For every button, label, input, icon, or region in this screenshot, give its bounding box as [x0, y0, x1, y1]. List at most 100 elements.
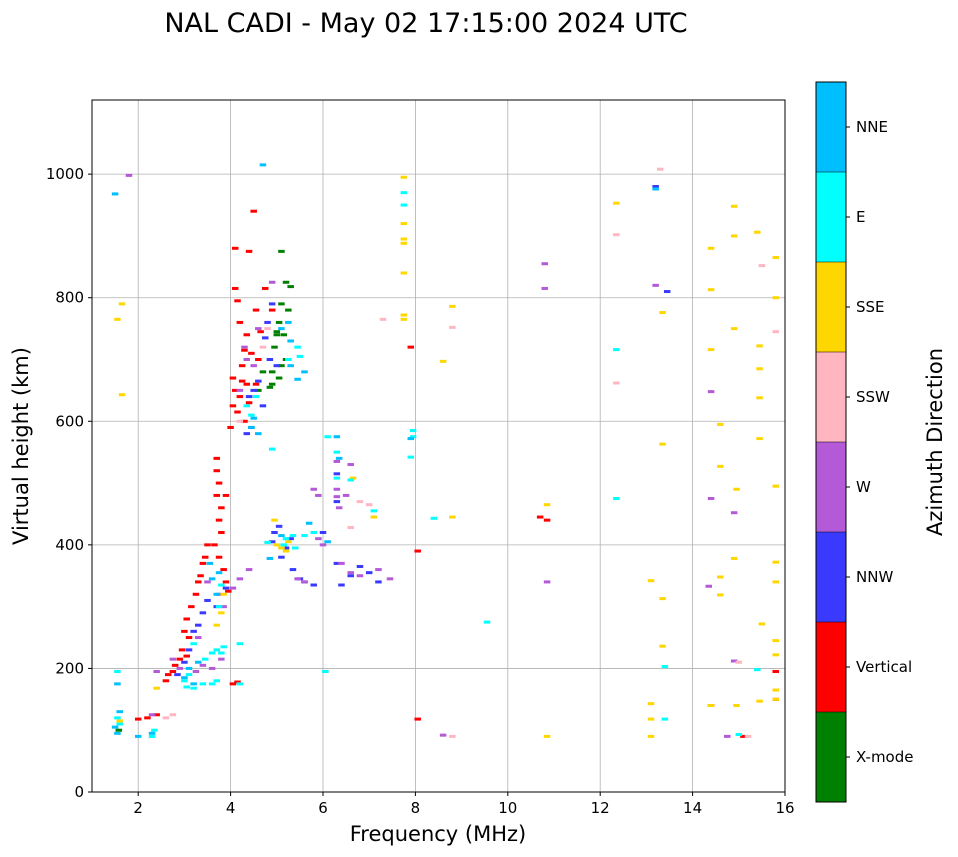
data-point: [259, 370, 267, 374]
data-point: [541, 286, 549, 290]
x-tick-label: 10: [498, 799, 517, 817]
data-point: [213, 679, 220, 683]
data-point: [705, 584, 713, 588]
data-point: [259, 345, 267, 349]
data-point: [772, 697, 780, 701]
data-point: [164, 673, 172, 677]
y-axis-label: Virtual height (km): [9, 347, 33, 545]
data-point: [338, 583, 345, 587]
data-point: [301, 580, 308, 584]
data-point: [215, 481, 223, 485]
data-point: [613, 233, 620, 237]
data-point: [273, 330, 281, 334]
data-point: [740, 734, 747, 738]
data-point: [347, 571, 354, 575]
data-point: [333, 459, 341, 463]
colorbar-segment: [816, 262, 846, 352]
series-nne: [111, 163, 659, 738]
data-point: [231, 286, 239, 290]
data-point: [243, 333, 251, 337]
data-point: [148, 731, 156, 735]
data-point: [195, 623, 202, 627]
data-point: [730, 234, 738, 238]
data-point: [220, 568, 227, 572]
data-point: [162, 679, 170, 683]
colorbar-segment: [816, 82, 846, 172]
data-point: [204, 543, 211, 547]
data-point: [730, 659, 738, 663]
data-point: [134, 717, 142, 721]
y-tick-label: 0: [74, 783, 84, 801]
data-point: [252, 382, 260, 386]
data-point: [250, 209, 257, 213]
data-point: [744, 734, 752, 738]
data-point: [287, 537, 294, 541]
x-tick-label: 12: [591, 799, 610, 817]
data-point: [754, 668, 761, 672]
data-point: [772, 330, 780, 334]
data-point: [407, 345, 415, 349]
data-point: [543, 734, 551, 738]
data-point: [215, 571, 223, 575]
data-point: [199, 561, 207, 565]
data-point: [659, 311, 666, 315]
data-point: [229, 404, 237, 408]
x-axis-label: Frequency (MHz): [350, 822, 526, 846]
data-point: [229, 376, 237, 380]
data-point: [717, 464, 724, 468]
data-point: [647, 579, 655, 583]
data-point: [543, 518, 551, 522]
data-point: [409, 435, 417, 439]
data-point: [735, 660, 743, 664]
data-point: [220, 605, 227, 609]
data-point: [213, 648, 220, 652]
y-tick-label: 200: [55, 659, 84, 677]
data-point: [268, 540, 276, 544]
data-point: [227, 425, 234, 429]
data-point: [400, 203, 408, 207]
data-point: [347, 574, 354, 578]
data-point: [733, 704, 740, 707]
data-point: [439, 359, 447, 363]
data-point: [255, 432, 262, 436]
data-point: [236, 395, 244, 399]
data-point: [264, 320, 271, 324]
data-point: [185, 666, 193, 670]
series-e: [114, 191, 761, 738]
data-point: [169, 713, 177, 717]
data-point: [400, 241, 408, 245]
data-point: [280, 333, 287, 337]
data-point: [248, 425, 255, 429]
data-point: [134, 734, 142, 738]
data-point: [301, 534, 308, 538]
colorbar-segment: [816, 622, 846, 712]
series-sse: [114, 175, 780, 738]
data-point: [707, 348, 715, 352]
colorbar-label: X-mode: [856, 748, 913, 766]
data-point: [292, 546, 299, 550]
colorbar-segment: [816, 442, 846, 532]
data-point: [201, 555, 209, 559]
data-point: [250, 388, 257, 392]
x-tick-label: 8: [411, 799, 421, 817]
data-point: [756, 699, 763, 703]
series-x-mode: [115, 249, 294, 732]
data-point: [185, 636, 193, 640]
data-point: [319, 543, 327, 547]
data-point: [190, 629, 197, 633]
data-point: [245, 395, 253, 399]
data-point: [268, 308, 276, 312]
data-point: [285, 320, 292, 324]
colorbar: X-mode Vertical NNW W SSW SSE E NNE: [815, 81, 913, 803]
data-point: [268, 382, 276, 386]
data-point: [285, 308, 292, 312]
data-point: [400, 222, 408, 226]
data-point: [315, 537, 322, 541]
data-point: [289, 568, 297, 572]
data-point: [347, 463, 354, 467]
data-point: [285, 540, 292, 544]
data-point: [400, 191, 408, 195]
data-point: [296, 354, 304, 358]
data-point: [264, 540, 271, 544]
